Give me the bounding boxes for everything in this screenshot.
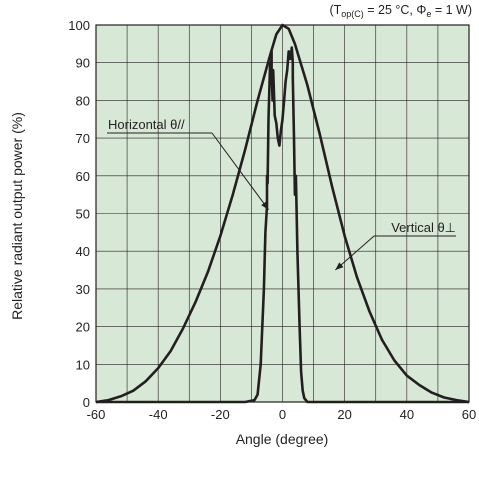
y-tick-label: 40 bbox=[76, 244, 90, 259]
y-tick-label: 100 bbox=[68, 18, 90, 33]
condition-sub: op(C) bbox=[341, 9, 364, 19]
leader-line bbox=[211, 132, 269, 211]
y-tick-label: 90 bbox=[76, 56, 90, 71]
y-axis-label: Relative radiant output power (%) bbox=[9, 112, 25, 320]
y-tick-label: 80 bbox=[76, 93, 90, 108]
condition-middle: = 25 °C, Φ bbox=[364, 3, 427, 17]
x-tick-label: 60 bbox=[462, 407, 476, 422]
condition-suffix: = 1 W) bbox=[431, 3, 472, 17]
y-tick-label: 10 bbox=[76, 357, 90, 372]
x-axis-label: Angle (degree) bbox=[236, 431, 329, 447]
leader-line bbox=[335, 235, 375, 271]
plot-frame bbox=[95, 24, 470, 403]
condition-prefix: (T bbox=[329, 3, 341, 17]
y-tick-label: 60 bbox=[76, 169, 90, 184]
x-tick-label: 0 bbox=[279, 407, 286, 422]
x-tick-label: 20 bbox=[337, 407, 351, 422]
series-label: Horizontal θ// bbox=[108, 117, 185, 132]
series-label: Vertical θ⊥ bbox=[391, 220, 456, 235]
x-tick-label: -40 bbox=[149, 407, 168, 422]
series-annotations: Horizontal θ// Vertical θ⊥ bbox=[107, 117, 456, 271]
y-tick-label: 70 bbox=[76, 131, 90, 146]
y-tick-label: 30 bbox=[76, 282, 90, 297]
x-tick-label: -60 bbox=[87, 407, 106, 422]
y-tick-label: 0 bbox=[83, 395, 90, 410]
leader-arrow bbox=[261, 201, 269, 210]
y-tick-label: 20 bbox=[76, 320, 90, 335]
y-tick-label: 50 bbox=[76, 207, 90, 222]
x-tick-label: -20 bbox=[211, 407, 230, 422]
series-line-horizontal bbox=[96, 46, 469, 404]
x-tick-label: 40 bbox=[400, 407, 414, 422]
tick-labels: 0 10 20 30 40 50 60 70 80 90 100 -60 -40 -20 0 20 40 60 bbox=[68, 18, 476, 422]
grid bbox=[95, 24, 470, 403]
condition-label: (Top(C) = 25 °C, Φe = 1 W) bbox=[329, 3, 472, 19]
leader-arrow bbox=[335, 262, 344, 271]
condition-sub2: e bbox=[426, 9, 431, 19]
